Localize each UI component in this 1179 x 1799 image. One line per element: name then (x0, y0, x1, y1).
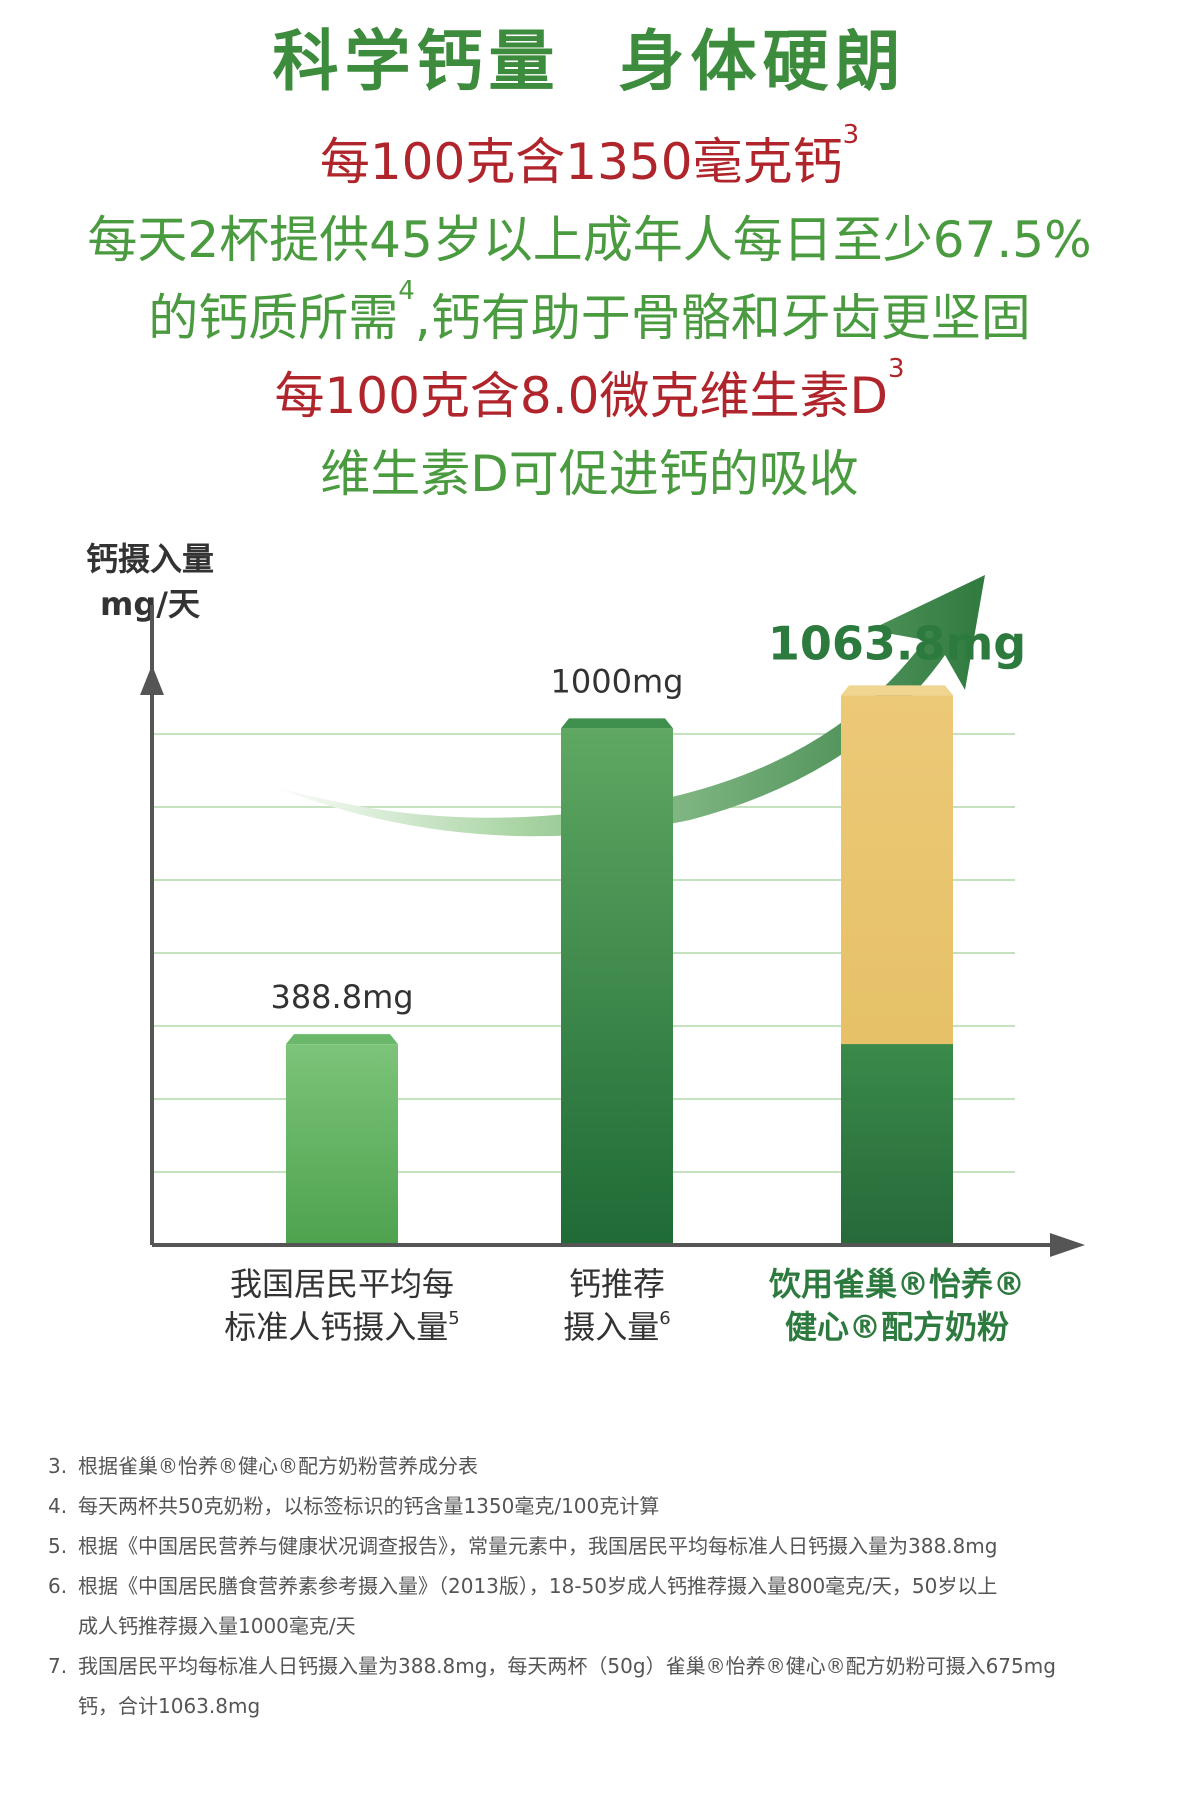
category-label-1-line1: 我国居民平均每 (230, 1265, 454, 1303)
vitamin-d-content-claim: 每100克含8.0微克维生素D3 (274, 354, 905, 425)
y-axis-arrow-icon (140, 665, 164, 695)
daily-calcium-claim: 每天2杯提供45岁以上成年人每日至少67.5% (87, 211, 1092, 269)
value-labels: 388.8mg 1000mg 1063.8mg (270, 616, 1026, 1016)
y-axis-label-line1: 钙摄入量 (86, 540, 214, 578)
calcium-intake-chart: 钙摄入量 mg/天 388.8mg 1000mg 1063.8mg 我国居民平均每标… (0, 535, 1179, 1375)
value-label-2: 1000mg (551, 662, 684, 700)
category-label-1-line2: 标准人钙摄入量5 (224, 1308, 459, 1346)
footnotes: 3. 根据雀巢®怡养®健心®配方奶粉营养成分表 4. 每天两杯共50克奶粉，以标签标… (48, 1446, 1158, 1726)
category-label-3-line2: 健心®配方奶粉 (785, 1308, 1009, 1346)
headline: 科学钙量 身体硬朗 (272, 23, 907, 100)
footnote-7-continued: 钙，合计1063.8mg (78, 1694, 261, 1718)
x-axis-arrow-icon (1050, 1233, 1085, 1257)
bone-teeth-claim: 的钙质所需4,钙有助于骨骼和牙齿更坚固 (148, 276, 1031, 347)
category-label-2-line1: 钙推荐 (569, 1265, 665, 1303)
category-label-3-line1: 饮用雀巢®怡养® (769, 1265, 1025, 1303)
footnote-3: 3. 根据雀巢®怡养®健心®配方奶粉营养成分表 (48, 1454, 478, 1478)
bar-top (286, 1034, 398, 1045)
footnote-6: 6. 根据《中国居民膳食营养素参考摄入量》（2013版），18-50岁成人钙推荐摄… (48, 1574, 998, 1598)
value-label-1: 388.8mg (270, 978, 413, 1016)
bars (286, 685, 953, 1245)
footnote-6-continued: 成人钙推荐摄入量1000毫克/天 (78, 1614, 356, 1638)
bar-2 (561, 728, 673, 1245)
bar-3-base-segment (841, 1044, 953, 1245)
growth-arrow-icon (270, 575, 985, 837)
vitamin-d-absorption-claim: 维生素D可促进钙的吸收 (320, 445, 859, 503)
footnote-4: 4. 每天两杯共50克奶粉，以标签标识的钙含量1350毫克/100克计算 (48, 1494, 660, 1518)
value-label-3: 1063.8mg (768, 616, 1026, 670)
footnote-5: 5. 根据《中国居民营养与健康状况调查报告》，常量元素中，我国居民平均每标准人日钙… (48, 1534, 998, 1558)
bar-top (561, 718, 673, 729)
bar-1 (286, 1044, 398, 1245)
bar-top (841, 685, 953, 696)
category-label-2-line2: 摄入量6 (563, 1308, 670, 1346)
calcium-content-claim: 每100克含1350毫克钙3 (319, 120, 860, 191)
footnote-7: 7. 我国居民平均每标准人日钙摄入量为388.8mg，每天两杯（50g）雀巢®怡养… (48, 1654, 1056, 1678)
